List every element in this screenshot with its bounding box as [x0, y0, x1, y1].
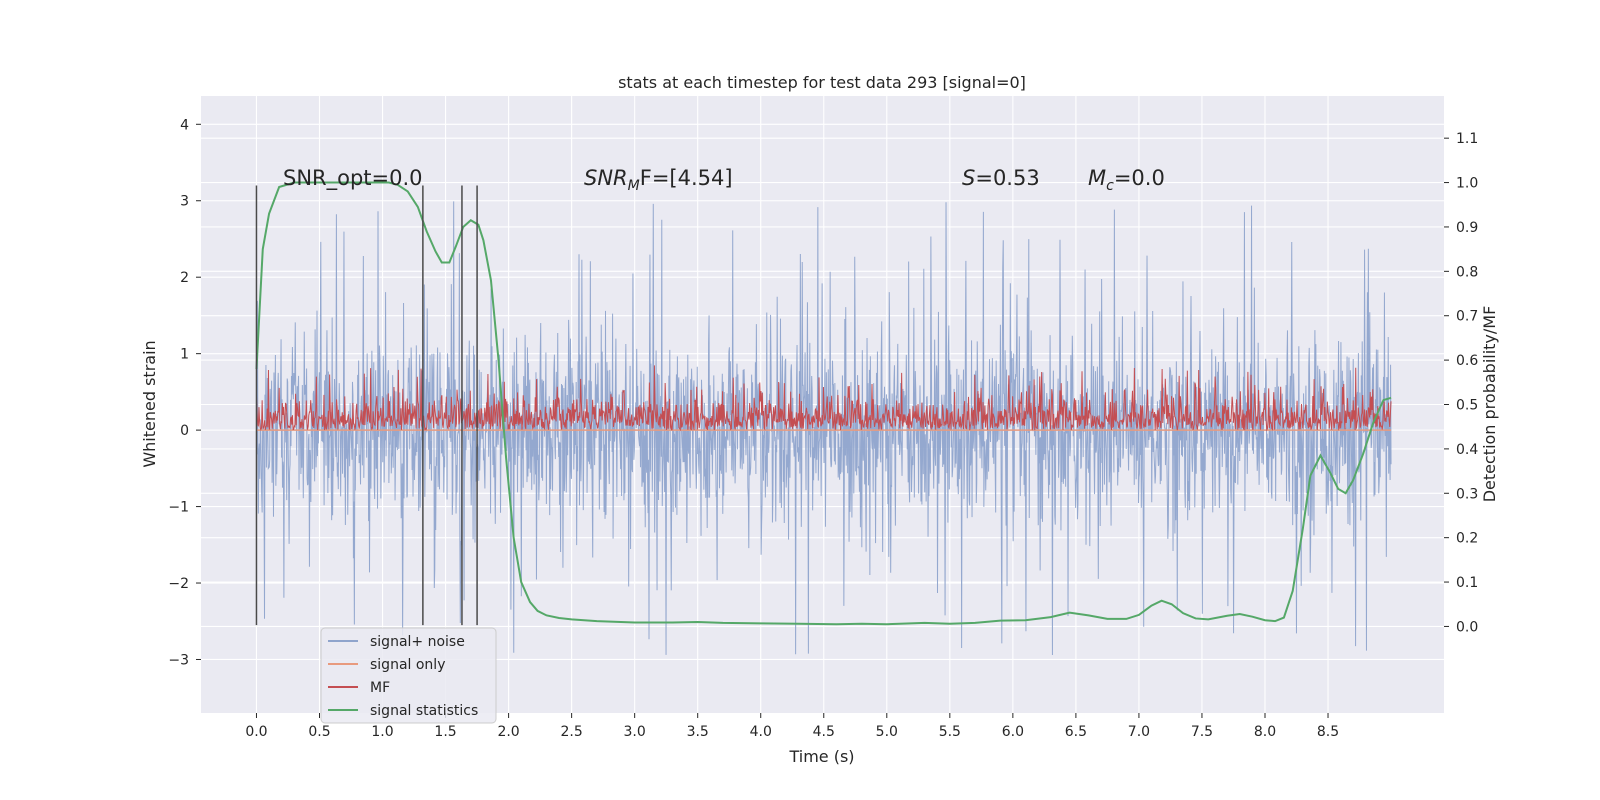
- y2-tick-label: 0.3: [1456, 486, 1478, 502]
- chart-title: stats at each timestep for test data 293…: [618, 73, 1026, 92]
- x-tick-label: 5.0: [876, 724, 898, 740]
- y2-tick-label: 0.2: [1456, 531, 1478, 547]
- x-tick-label: 1.5: [434, 724, 456, 740]
- x-tick-label: 7.5: [1191, 724, 1213, 740]
- y-tick-label: 1: [180, 347, 189, 363]
- annotation-snr-mf: SNRMF=[4.54]: [584, 166, 733, 194]
- series-mf: [255, 365, 1392, 432]
- legend-label-signal-only: signal only: [370, 657, 445, 673]
- annotation-snr-opt: SNR_opt=0.0: [283, 166, 423, 191]
- y-axis-label: Whitened strain: [140, 340, 159, 467]
- x-tick-label: 6.0: [1002, 724, 1024, 740]
- x-axis-label: Time (s): [788, 747, 854, 766]
- x-tick-label: 6.5: [1065, 724, 1087, 740]
- legend-box: [320, 627, 497, 724]
- x-tick-label: 5.5: [939, 724, 961, 740]
- x-tick-label: 4.0: [750, 724, 772, 740]
- y2-axis-label: Detection probability/MF: [1480, 306, 1499, 503]
- x-tick-label: 7.0: [1128, 724, 1150, 740]
- series-signal-statistics: [255, 181, 1392, 626]
- y2-tick-label: 1.1: [1456, 131, 1478, 147]
- x-tick-label: 8.0: [1254, 724, 1276, 740]
- x-tick-label: 8.5: [1317, 724, 1339, 740]
- x-tick-label: 2.5: [560, 724, 582, 740]
- y2-tick-label: 0.7: [1456, 309, 1478, 325]
- x-tick-label: 1.0: [371, 724, 393, 740]
- vertical-markers: [255, 185, 478, 626]
- legend-label-signal-statistics: signal statistics: [370, 703, 478, 719]
- annotation-mc: Mc=0.0: [1088, 166, 1165, 194]
- tick-labels: 0.0 0.5 1.0 1.5 2.0 2.5 3.0 3.5 4.0 4.5 5.0 5.5 6.0 6…: [168, 117, 1478, 740]
- legend-label-signal-noise: signal+ noise: [370, 634, 465, 650]
- y2-tick-label: 1.0: [1456, 176, 1478, 192]
- x-tick-label: 3.5: [687, 724, 709, 740]
- y2-tick-label: 0.6: [1456, 353, 1478, 369]
- series-layer: [255, 181, 1392, 655]
- y2-tick-label: 0.9: [1456, 220, 1478, 236]
- x-tick-label: 0.5: [308, 724, 330, 740]
- y2-tick-label: 0.8: [1456, 264, 1478, 280]
- legend: signal+ noise signal only MF signal stat…: [320, 627, 497, 724]
- y-tick-label: 0: [180, 423, 189, 439]
- x-tick-label: 4.5: [813, 724, 835, 740]
- y2-tick-label: 0.0: [1456, 619, 1478, 635]
- y-tick-label: 2: [180, 270, 189, 286]
- y-tick-label: 3: [180, 194, 189, 210]
- x-tick-label: 3.0: [624, 724, 646, 740]
- annotation-s: S=0.53: [962, 166, 1040, 190]
- y-tick-label: −1: [168, 500, 189, 516]
- y2-tick-label: 0.4: [1456, 442, 1478, 458]
- x-tick-label: 2.0: [497, 724, 519, 740]
- y2-tick-label: 0.5: [1456, 398, 1478, 414]
- y-tick-label: −3: [168, 652, 189, 668]
- y-tick-label: −2: [168, 576, 189, 592]
- y-tick-label: 4: [180, 117, 189, 133]
- x-tick-label: 0.0: [245, 724, 267, 740]
- y2-tick-label: 0.1: [1456, 575, 1478, 591]
- legend-label-mf: MF: [370, 680, 390, 696]
